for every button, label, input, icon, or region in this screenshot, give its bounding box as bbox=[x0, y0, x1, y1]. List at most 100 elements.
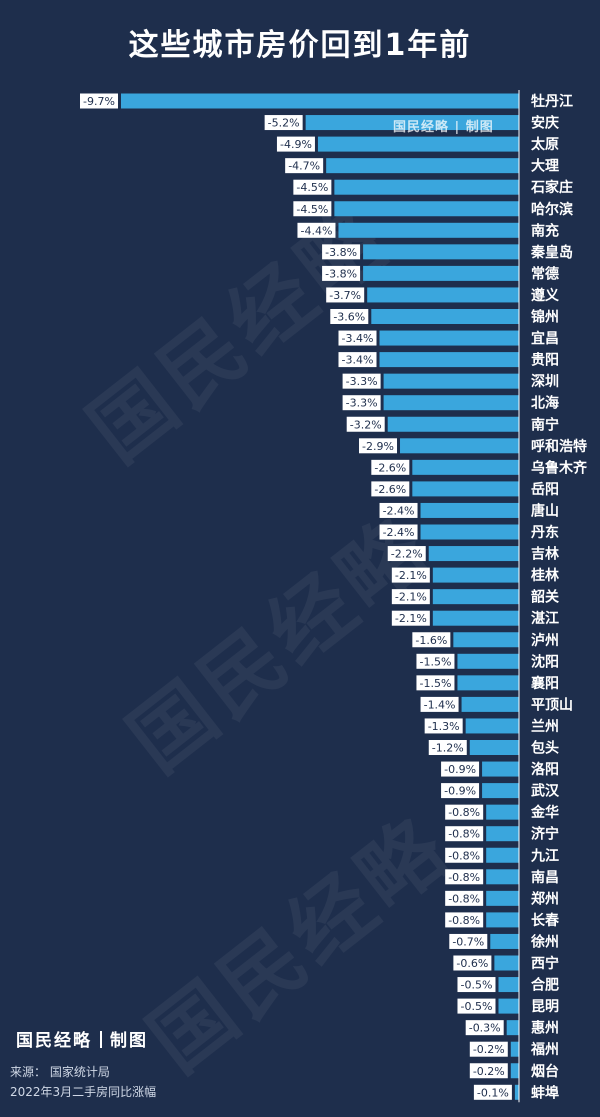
category-label: 济宁 bbox=[531, 826, 559, 843]
bar-沈阳 bbox=[457, 653, 519, 669]
bar-泸州 bbox=[453, 632, 519, 648]
value-label-box bbox=[379, 524, 418, 540]
inline-watermark-suffix: 制图 bbox=[465, 120, 494, 135]
value-label: -3.2% bbox=[350, 418, 382, 431]
bar-吉林 bbox=[428, 546, 519, 562]
bar-徐州 bbox=[490, 933, 519, 949]
bar-合肥 bbox=[498, 977, 519, 993]
value-label: -2.4% bbox=[383, 526, 415, 539]
bar-九江 bbox=[486, 847, 519, 863]
bar-昆明 bbox=[498, 998, 519, 1014]
value-label: -1.5% bbox=[419, 655, 451, 668]
value-label: -4.5% bbox=[296, 203, 328, 216]
category-label: 遵义 bbox=[531, 287, 559, 304]
bar-平顶山 bbox=[461, 696, 519, 712]
bar-洛阳 bbox=[482, 761, 519, 777]
value-label: -0.5% bbox=[461, 1000, 493, 1013]
value-label: -1.5% bbox=[419, 677, 451, 690]
value-label-box bbox=[428, 740, 467, 755]
category-label: 郑州 bbox=[531, 890, 559, 907]
value-label-box bbox=[297, 222, 336, 238]
bar-武汉 bbox=[482, 783, 519, 799]
value-label-box bbox=[330, 309, 369, 324]
value-label-box bbox=[441, 783, 480, 799]
bar-桂林 bbox=[432, 567, 519, 583]
category-label: 长春 bbox=[531, 912, 560, 929]
category-label: 昆明 bbox=[531, 999, 559, 1015]
category-label: 太原 bbox=[531, 136, 559, 153]
value-label-box bbox=[391, 589, 430, 605]
bar-烟台 bbox=[510, 1063, 519, 1079]
brand-suffix: 制图 bbox=[110, 1031, 148, 1051]
category-label: 哈尔滨 bbox=[531, 201, 573, 218]
description-note: 2022年3月二手房同比涨幅 bbox=[10, 1085, 157, 1099]
value-label: -0.2% bbox=[473, 1065, 505, 1078]
category-label: 包头 bbox=[531, 740, 559, 757]
bar-北海 bbox=[383, 395, 519, 411]
value-label-box bbox=[445, 912, 484, 928]
value-label-box bbox=[322, 244, 361, 260]
bar-郑州 bbox=[486, 890, 519, 906]
category-label: 锦州 bbox=[531, 309, 559, 326]
bar-济宁 bbox=[486, 826, 519, 842]
value-label-box bbox=[473, 1084, 512, 1100]
category-label: 北海 bbox=[531, 395, 559, 412]
category-label: 丹东 bbox=[531, 524, 559, 541]
bar-西宁 bbox=[494, 955, 519, 971]
bar-石家庄 bbox=[334, 179, 519, 195]
value-label-box bbox=[391, 610, 430, 626]
bar-锦州 bbox=[371, 309, 519, 324]
brand-divider bbox=[100, 1031, 102, 1048]
value-label: -0.1% bbox=[477, 1086, 509, 1099]
value-label: -3.3% bbox=[346, 375, 378, 388]
category-label: 深圳 bbox=[531, 373, 559, 390]
category-label: 秦皇岛 bbox=[530, 244, 573, 261]
value-label-box bbox=[322, 265, 361, 281]
value-label-box bbox=[342, 373, 381, 389]
value-label-box bbox=[276, 136, 315, 152]
source-note: 来源： 国家统计局 bbox=[10, 1065, 110, 1079]
value-label-box bbox=[445, 890, 484, 906]
value-label-box bbox=[416, 675, 455, 691]
value-label: -0.5% bbox=[461, 979, 493, 992]
bar-哈尔滨 bbox=[334, 201, 519, 217]
value-label: -5.2% bbox=[268, 117, 300, 130]
value-label-box bbox=[449, 933, 488, 949]
value-label-box bbox=[326, 287, 365, 303]
value-label-box bbox=[387, 546, 426, 562]
value-label-box bbox=[371, 459, 410, 475]
bar-深圳 bbox=[383, 373, 519, 389]
value-label-box bbox=[80, 93, 118, 109]
category-label: 呼和浩特 bbox=[531, 438, 587, 455]
value-label: -2.2% bbox=[391, 548, 423, 561]
value-label-box bbox=[453, 955, 492, 971]
value-label-box bbox=[359, 438, 398, 454]
value-label: -4.4% bbox=[301, 224, 333, 237]
value-label-box bbox=[420, 696, 459, 712]
inline-watermark: 国民经略 | 制图 bbox=[393, 120, 494, 135]
category-label: 惠州 bbox=[531, 1020, 559, 1037]
category-label: 岳阳 bbox=[531, 481, 559, 498]
value-label: -0.8% bbox=[448, 828, 480, 841]
value-label: -3.8% bbox=[325, 267, 357, 280]
bar-惠州 bbox=[506, 1020, 519, 1036]
value-label: -0.8% bbox=[448, 914, 480, 927]
value-label: -2.9% bbox=[362, 440, 394, 453]
bar-包头 bbox=[469, 740, 519, 755]
value-label-box bbox=[416, 653, 455, 669]
category-label: 桂林 bbox=[530, 567, 559, 584]
category-label: 南充 bbox=[531, 222, 559, 239]
value-label-box bbox=[412, 632, 451, 648]
value-label: -0.9% bbox=[444, 785, 476, 798]
value-label: -2.1% bbox=[395, 612, 427, 625]
bar-宜昌 bbox=[379, 330, 519, 346]
value-label: -1.6% bbox=[415, 634, 447, 647]
bar-遵义 bbox=[367, 287, 519, 303]
bar-韶关 bbox=[432, 589, 519, 605]
value-label-box bbox=[445, 826, 484, 842]
value-label: -0.6% bbox=[456, 957, 488, 970]
category-label: 常德 bbox=[531, 265, 559, 282]
value-label-box bbox=[264, 115, 303, 131]
value-label: -0.9% bbox=[444, 763, 476, 776]
